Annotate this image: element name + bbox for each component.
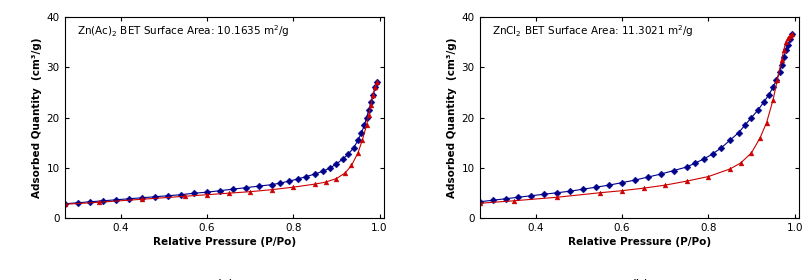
Text: Zn(Ac)$_2$ BET Surface Area: 10.1635 m$^2$/g: Zn(Ac)$_2$ BET Surface Area: 10.1635 m$^… <box>77 23 290 39</box>
X-axis label: Relative Pressure (P/Po): Relative Pressure (P/Po) <box>153 237 296 248</box>
Y-axis label: Adsorbed Quantity  (cm³/g): Adsorbed Quantity (cm³/g) <box>448 37 458 198</box>
Text: (a): (a) <box>215 279 234 280</box>
X-axis label: Relative Pressure (P/Po): Relative Pressure (P/Po) <box>567 237 711 248</box>
Text: (b): (b) <box>629 279 649 280</box>
Text: ZnCl$_2$ BET Surface Area: 11.3021 m$^2$/g: ZnCl$_2$ BET Surface Area: 11.3021 m$^2$… <box>492 23 694 39</box>
Y-axis label: Adsorbed Quantity  (cm³/g): Adsorbed Quantity (cm³/g) <box>32 37 43 198</box>
